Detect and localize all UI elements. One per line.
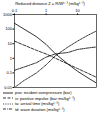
svg-text:1: 1: [10, 56, 13, 61]
html-text:is: positive impulse (bar·ms/k: is: positive impulse (bar·ms/kg¹ᐟ³): [15, 95, 75, 101]
html-text:pso: incident overpressure (ba: pso: incident overpressure (bar): [15, 90, 72, 95]
svg-text:1000: 1000: [3, 11, 12, 17]
html-text:ta: arrival time (ms/kg¹ᐟ³): ta: arrival time (ms/kg¹ᐟ³): [15, 101, 60, 106]
svg-text:0.1: 0.1: [12, 8, 18, 13]
svg-text:0.1: 0.1: [6, 70, 12, 75]
svg-text:100: 100: [5, 26, 12, 31]
html-text:td: wave duration (ms/kg¹ᐟ³): td: wave duration (ms/kg¹ᐟ³): [15, 106, 65, 112]
svg-text:10: 10: [8, 41, 13, 46]
html-text:Reduced distance Z = R/W¹ᐟ³ (m: Reduced distance Z = R/W¹ᐟ³ (m/kg¹ᐟ³): [15, 1, 85, 6]
svg-text:0.01: 0.01: [4, 85, 13, 90]
svg-text:1: 1: [45, 8, 48, 13]
svg-text:10: 10: [75, 8, 80, 13]
